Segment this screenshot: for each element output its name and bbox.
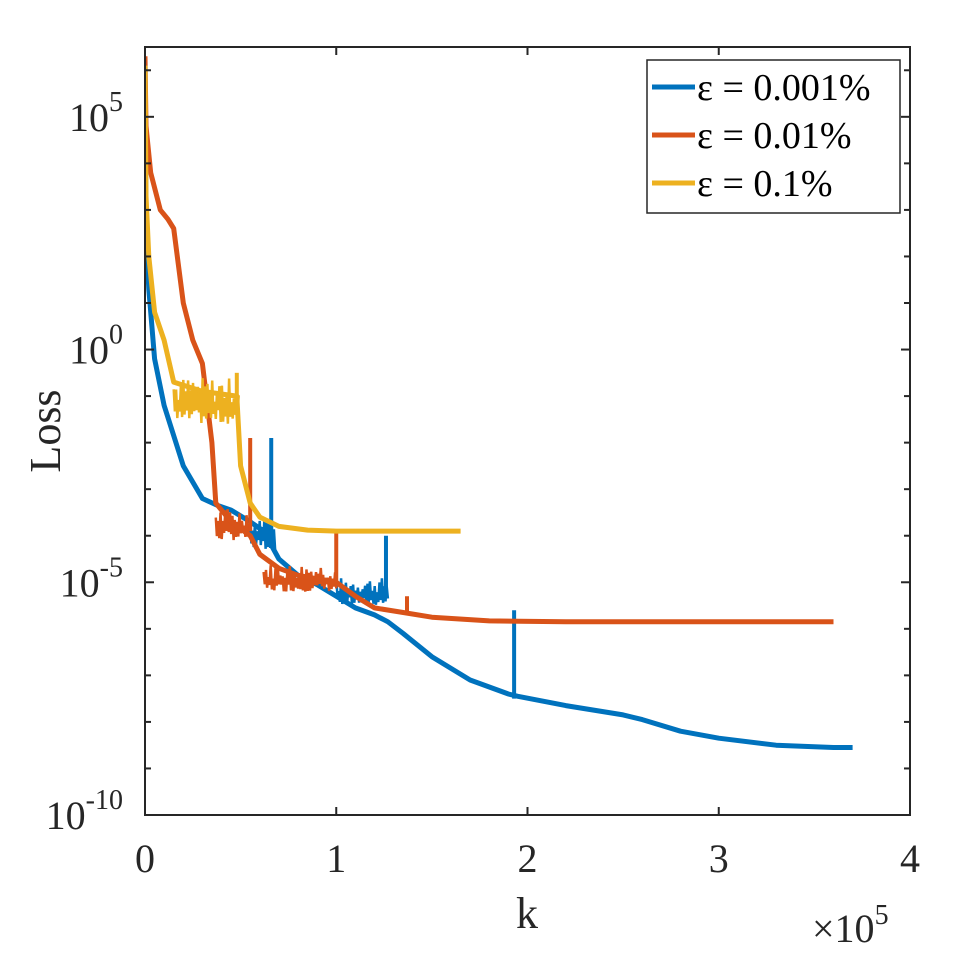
series-0 [145, 60, 853, 750]
legend-label-1: ε = 0.01% [697, 115, 852, 157]
x-tick-label-4: 4 [900, 836, 920, 881]
x-tick-label-3: 3 [709, 836, 729, 881]
axes-box [144, 46, 911, 816]
legend-label-2: ε = 0.1% [697, 163, 833, 205]
x-axis-label: k [516, 889, 538, 938]
legend: ε = 0.001% ε = 0.01% ε = 0.1% [646, 59, 901, 214]
series-2-noise-0 [172, 378, 240, 424]
x-tick-label-1: 1 [326, 836, 346, 881]
series-layer [145, 56, 853, 750]
series-0-line [145, 60, 853, 750]
y-tick-label-3: 10-10 [46, 785, 123, 838]
series-0-noise-1 [335, 578, 390, 605]
x-multiplier: ×105 [812, 900, 889, 951]
y-tick-label-2: 10-5 [60, 552, 123, 605]
y-tick-label-1: 100 [69, 320, 123, 373]
series-2-line [145, 65, 461, 534]
series-1-noise-1 [262, 565, 338, 592]
x-tick-label-2: 2 [518, 836, 538, 881]
x-tick-label-0: 0 [135, 836, 155, 881]
series-2 [145, 65, 461, 534]
series-1-noise-0 [214, 509, 252, 541]
legend-label-0: ε = 0.001% [697, 67, 871, 109]
y-axis-label: Loss [21, 389, 70, 472]
y-tick-label-0: 105 [69, 87, 123, 140]
series-1 [145, 56, 834, 625]
ticks-layer: 0 1 2 3 4 105 100 10-5 10-10 [46, 47, 920, 881]
series-1-line [145, 56, 834, 625]
